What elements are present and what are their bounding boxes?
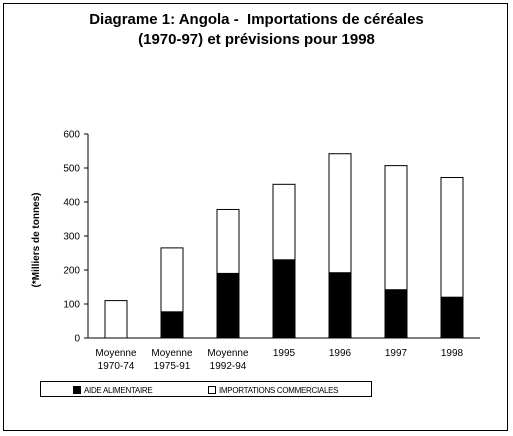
bar-commercial-6 <box>440 177 464 298</box>
bar-food-aid-6 <box>440 296 464 339</box>
x-tick-label-4-0: 1996 <box>329 348 352 359</box>
x-tick-label-1-1: 1975-91 <box>154 361 191 372</box>
y-axis-title: (*Milliers de tonnes) <box>31 192 42 287</box>
y-tick-label-500: 500 <box>63 164 80 175</box>
legend-item-commercial: IMPORTATIONS COMMERCIALES <box>208 384 338 396</box>
bar-food-aid-1 <box>160 311 184 339</box>
bar-food-aid-2 <box>216 272 240 339</box>
chart-frame <box>3 3 508 431</box>
x-tick-label-0-1: 1970-74 <box>98 361 135 372</box>
legend-swatch-food-aid <box>73 386 81 394</box>
x-tick-label-2-1: 1992-94 <box>210 361 247 372</box>
bar-commercial-2 <box>216 208 240 274</box>
chart-title-line-1: Diagrame 1: Angola - Importations de cér… <box>89 11 424 28</box>
bar-commercial-3 <box>272 183 296 261</box>
x-tick-label-0-0: Moyenne <box>95 348 137 359</box>
legend-swatch-commercial <box>208 386 216 394</box>
x-tick-label-3-0: 1995 <box>273 348 296 359</box>
y-tick-label-200: 200 <box>63 266 80 277</box>
x-tick-label-2-0: Moyenne <box>207 348 249 359</box>
legend-label-food-aid: AIDE ALIMENTAIRE <box>84 385 153 395</box>
bar-food-aid-3 <box>272 259 296 339</box>
bar-commercial-4 <box>328 153 352 274</box>
y-tick-label-100: 100 <box>63 300 80 311</box>
legend-label-commercial: IMPORTATIONS COMMERCIALES <box>219 385 339 395</box>
bar-commercial-0 <box>104 300 128 339</box>
y-tick-label-600: 600 <box>63 130 80 141</box>
chart-legend: AIDE ALIMENTAIRE IMPORTATIONS COMMERCIAL… <box>40 381 372 397</box>
y-tick-label-400: 400 <box>63 198 80 209</box>
x-tick-label-6-0: 1998 <box>441 348 464 359</box>
chart-title: Diagrame 1: Angola - Importations de cér… <box>0 10 513 50</box>
y-tick-label-300: 300 <box>63 232 80 243</box>
y-tick-label-0: 0 <box>74 334 80 345</box>
bar-food-aid-4 <box>328 272 352 339</box>
bar-commercial-5 <box>384 165 408 291</box>
legend-item-food-aid: AIDE ALIMENTAIRE <box>73 384 153 396</box>
bar-food-aid-5 <box>384 289 408 339</box>
x-tick-label-1-0: Moyenne <box>151 348 193 359</box>
bar-commercial-1 <box>160 247 184 313</box>
chart-title-line-2: (1970-97) et prévisions pour 1998 <box>138 31 375 48</box>
x-tick-label-5-0: 1997 <box>385 348 408 359</box>
